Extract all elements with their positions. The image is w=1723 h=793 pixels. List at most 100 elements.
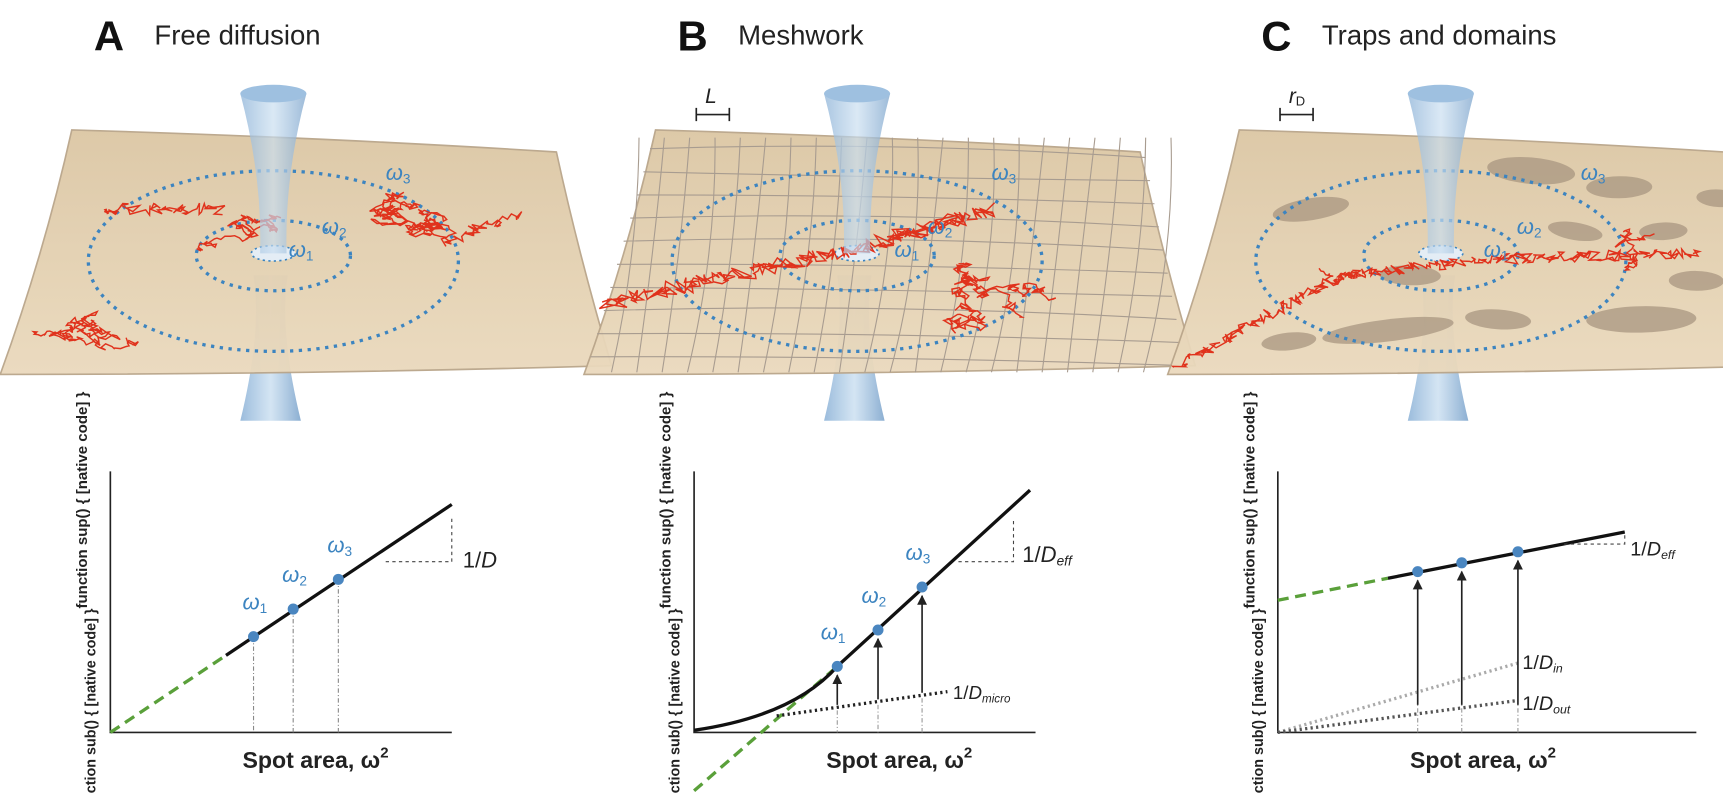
mesh-line: [603, 307, 1177, 320]
prefix: 1/: [1022, 542, 1041, 567]
mesh-line: [610, 286, 1173, 297]
sub: 1: [912, 248, 920, 263]
base: ω: [289, 237, 306, 262]
domain: [1586, 176, 1653, 199]
beam-top: [1407, 84, 1474, 103]
ring-label: ω1: [289, 237, 314, 263]
beam-top: [240, 84, 307, 103]
mesh-line: [889, 137, 919, 373]
domain: [1668, 270, 1723, 291]
ring: [86, 169, 461, 353]
panel-title: Free diffusion: [154, 20, 320, 51]
ring-label: ω2: [1517, 214, 1542, 240]
trajectory: [31, 310, 139, 351]
sub: 1: [838, 630, 846, 645]
text: Spot area, ω: [1410, 747, 1548, 773]
trajectory: [1614, 228, 1655, 271]
y-axis-label: function sub() { [native code] }function…: [658, 391, 684, 793]
data-point: [1456, 557, 1468, 569]
data-point: [831, 660, 843, 672]
trajectory: [976, 282, 1057, 319]
sup: 2: [380, 744, 388, 761]
data-point: [248, 631, 260, 643]
mesh-line: [650, 145, 1146, 159]
sub: 3: [1598, 171, 1606, 186]
mesh-line: [616, 263, 1168, 274]
y-axis-label: function sub() { [native code] }function…: [1241, 391, 1267, 793]
ring: [1254, 169, 1628, 353]
point-label: ω3: [906, 540, 931, 566]
sub: eff: [1057, 553, 1073, 568]
mesh-line: [590, 356, 1186, 367]
ring-label: ω2: [322, 214, 347, 240]
panel-title: Meshwork: [738, 20, 864, 51]
var: L: [705, 84, 717, 107]
slope-label: 1/Deff: [1630, 539, 1676, 563]
slope-label: 1/Dmicro: [953, 682, 1011, 706]
sub: 1: [260, 601, 268, 616]
sub: 3: [923, 551, 931, 566]
membrane: [582, 129, 1197, 376]
mesh-line: [643, 171, 1151, 182]
mesh-line: [1041, 137, 1071, 373]
panel: A Free diffusion: [0, 13, 613, 734]
base: ω: [906, 540, 923, 565]
base: ω: [821, 619, 838, 644]
slope-label: 1/D: [463, 548, 497, 573]
mesh-line: [1142, 137, 1172, 373]
data-point: [332, 573, 344, 585]
fit-line: [1387, 530, 1626, 580]
mesh-line: [990, 137, 1020, 373]
sub: 3: [344, 543, 352, 558]
prefix: 1/: [953, 682, 969, 703]
scale-bar: [695, 107, 731, 122]
scale-label: L: [705, 84, 717, 107]
graph: [1276, 471, 1697, 735]
fit-extrapolated: [693, 665, 839, 793]
panel: C Traps and domains: [1166, 13, 1723, 735]
sup: 2: [964, 744, 972, 761]
data-point: [872, 624, 884, 636]
ring-label: ω1: [895, 237, 920, 263]
sup: function sup() { [native code] }: [658, 391, 675, 608]
data-point: [1512, 546, 1524, 558]
sub: eff: [1661, 548, 1676, 562]
slope-label: 1/Dout: [1522, 693, 1571, 717]
var: D: [1041, 542, 1057, 567]
base: ω: [386, 160, 403, 185]
ring-label: ω3: [386, 160, 411, 186]
base: ω: [243, 589, 260, 614]
prefix: 1/: [1522, 652, 1539, 674]
sub: 2: [879, 594, 887, 609]
mesh-line: [636, 137, 665, 373]
graph: [109, 471, 453, 734]
mesh-line: [661, 137, 691, 373]
point-label: ω2: [862, 583, 887, 609]
var: D: [481, 548, 497, 573]
var: D: [1647, 539, 1661, 561]
prefix: 1/: [463, 548, 482, 573]
mesh-line: [940, 137, 969, 373]
trajectory: [1318, 267, 1364, 287]
mesh-line: [686, 137, 716, 373]
beam-upper: [824, 93, 891, 254]
micro-line: [776, 690, 948, 718]
point-label: ω2: [282, 562, 307, 588]
data-point: [287, 603, 299, 615]
sub: out: [1553, 703, 1571, 717]
sub: function sub() { [native code] }: [83, 608, 99, 793]
ring-label: ω3: [991, 160, 1016, 186]
sub: micro: [982, 692, 1011, 705]
mesh-line: [762, 137, 792, 373]
sub: 1: [306, 248, 314, 263]
x-axis-label: Spot area, ω2: [826, 744, 972, 773]
trajectory: [598, 243, 862, 310]
slope-triangle: [958, 517, 1015, 563]
ring-label: ω1: [1484, 237, 1509, 263]
sub: D: [1296, 94, 1305, 109]
scale-label: rD: [1289, 84, 1305, 108]
ring: [670, 169, 1044, 353]
sub: 1: [1501, 248, 1509, 263]
